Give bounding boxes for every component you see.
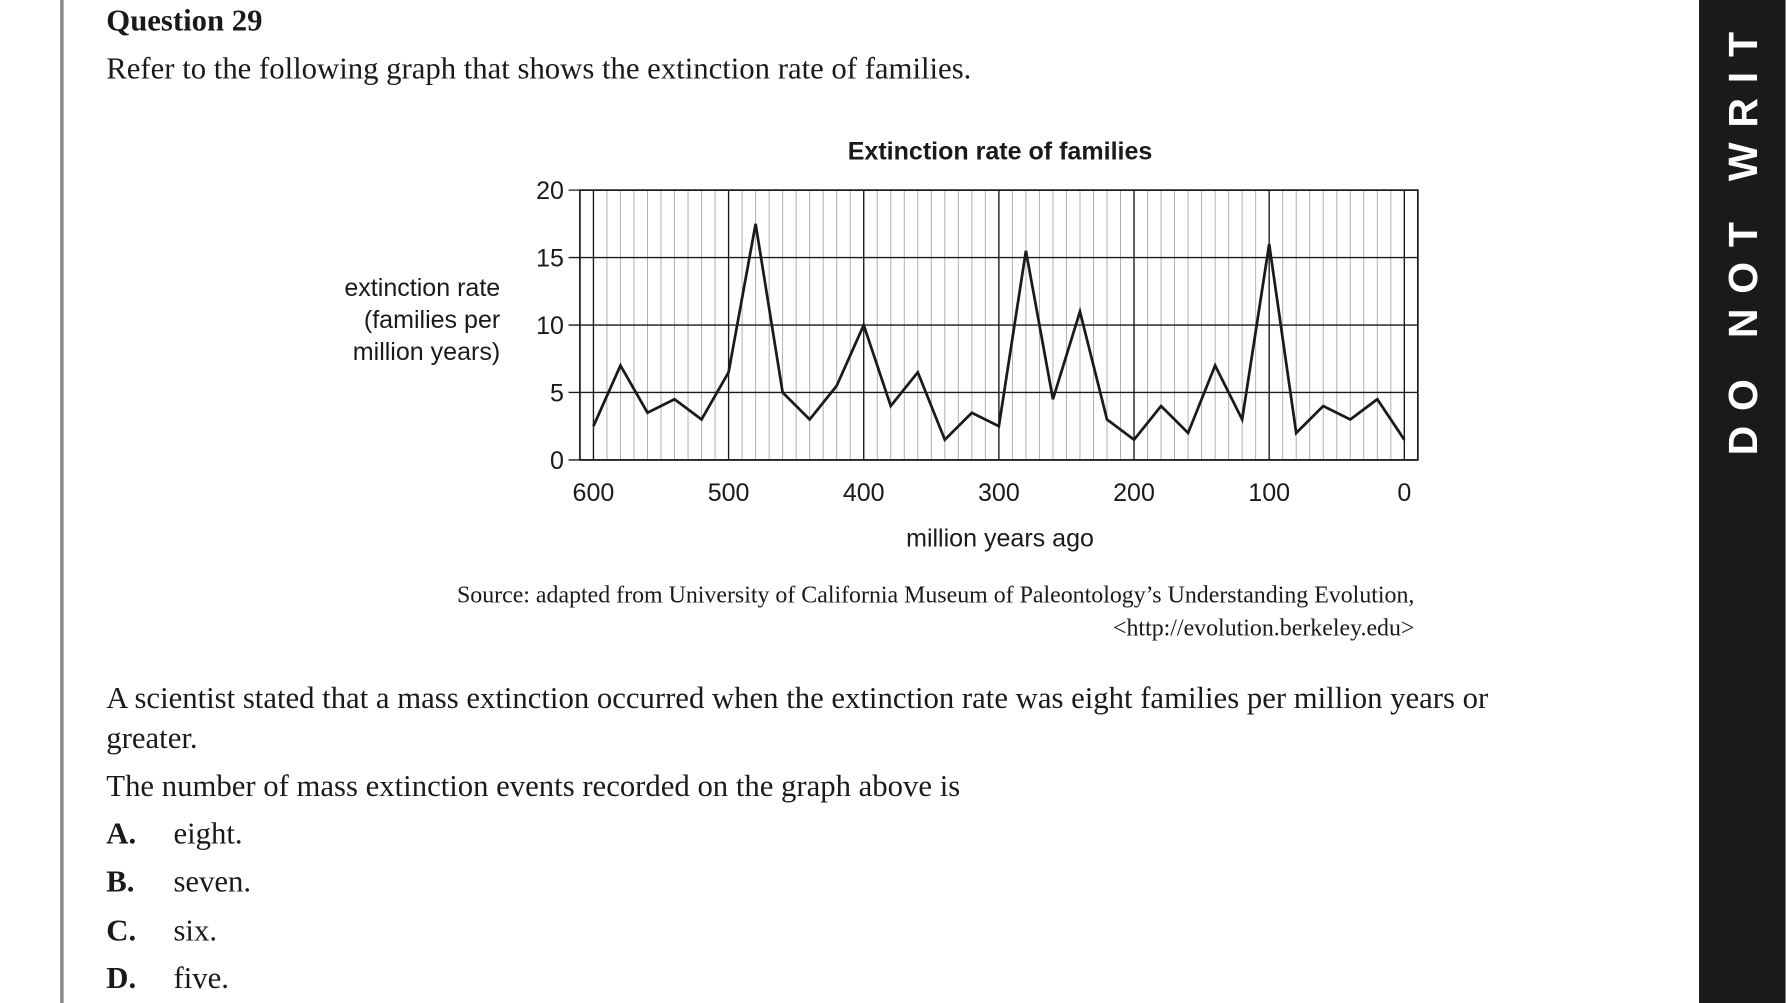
data-line: [592, 223, 1406, 443]
question-stem: A scientist stated that a mass extinctio…: [106, 681, 1488, 715]
question-intro: Refer to the following graph that shows …: [106, 52, 971, 86]
y-axis-label: million years): [353, 338, 500, 366]
option-text[interactable]: five.: [173, 961, 228, 995]
option-letter: D.: [106, 961, 136, 995]
y-axis-label: (families per: [364, 306, 500, 334]
plot-frame: [579, 189, 1419, 461]
option-text[interactable]: seven.: [173, 864, 251, 898]
chart: Extinction rate of families extinction r…: [344, 137, 1419, 552]
x-tick-label: 0: [1397, 479, 1411, 507]
x-tick-label: 100: [1248, 479, 1290, 507]
x-tick-label: 500: [708, 479, 750, 507]
option-letter: C.: [106, 913, 136, 947]
x-axis-label: million years ago: [906, 524, 1094, 552]
chart-title: Extinction rate of families: [848, 137, 1153, 165]
y-tick-label: 0: [550, 447, 564, 475]
x-tick-label: 600: [573, 479, 615, 507]
question-prompt: The number of mass extinction events rec…: [106, 769, 960, 803]
y-axis-label: extinction rate: [344, 274, 500, 302]
option-text[interactable]: six.: [173, 913, 217, 947]
x-tick-label: 200: [1113, 479, 1155, 507]
option-letter: A.: [106, 817, 136, 851]
y-tick-label: 10: [536, 312, 564, 340]
x-tick-label: 300: [978, 479, 1020, 507]
question-stem: greater.: [106, 721, 197, 755]
option-letter: B.: [106, 864, 134, 898]
y-tick-label: 15: [536, 245, 564, 273]
side-banner: [1699, 0, 1786, 1003]
y-tick-label: 20: [536, 177, 564, 205]
options: A. eight. B. seven. C. six. D. five.: [106, 817, 251, 996]
source-line: <http://evolution.berkeley.edu>: [1113, 615, 1414, 641]
y-tick-label: 5: [550, 380, 564, 408]
option-text[interactable]: eight.: [173, 817, 242, 851]
x-tick-label: 400: [843, 479, 885, 507]
question-title: Question 29: [106, 4, 262, 38]
source-line: Source: adapted from University of Calif…: [457, 582, 1414, 608]
banner-text: DO NOT WRIT: [1720, 17, 1766, 455]
